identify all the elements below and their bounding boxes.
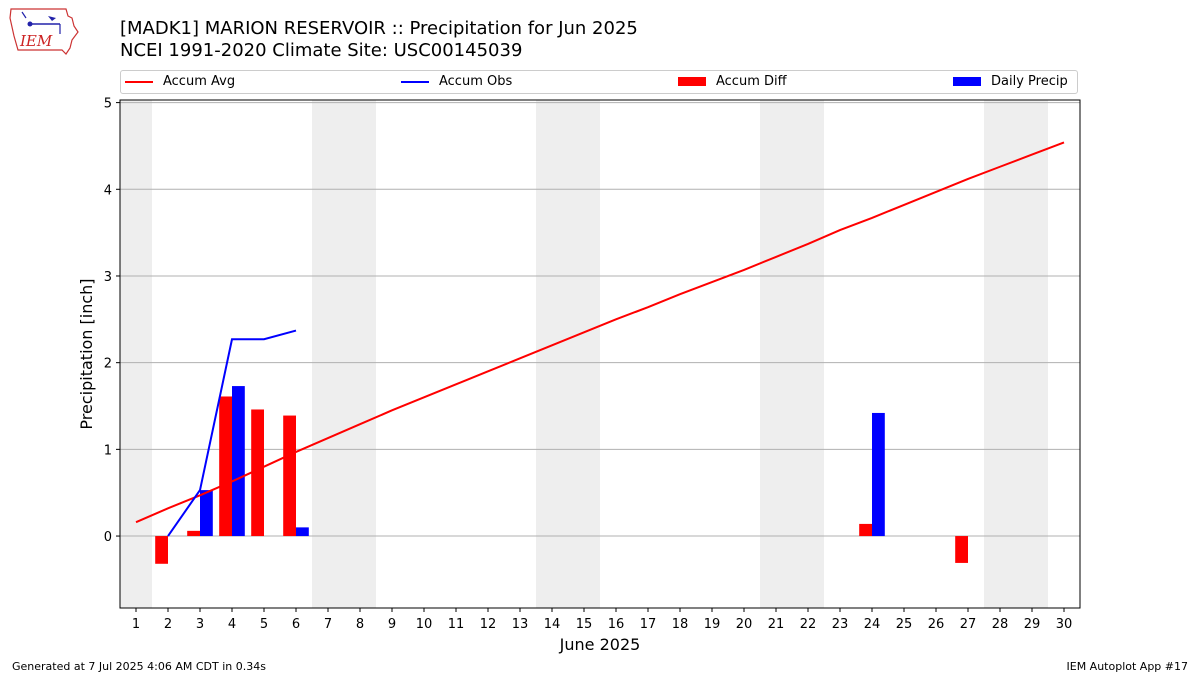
iem-logo: IEM xyxy=(8,6,80,62)
x-tick-label: 30 xyxy=(1056,617,1073,632)
legend-line-swatch xyxy=(401,80,429,83)
x-tick-label: 3 xyxy=(196,617,204,632)
accum-diff-bar xyxy=(219,396,232,537)
x-tick-label: 22 xyxy=(800,617,817,632)
y-axis-label: Precipitation [inch] xyxy=(77,278,96,429)
weekend-shade xyxy=(120,100,152,608)
legend-label: Daily Precip xyxy=(991,74,1068,89)
daily-precip-bar xyxy=(232,386,245,537)
accum-diff-bar xyxy=(283,415,296,537)
x-tick-label: 2 xyxy=(164,617,172,632)
x-tick-label: 16 xyxy=(608,617,625,632)
legend-item-accum-obs: Accum Obs xyxy=(401,74,512,89)
x-tick-label: 17 xyxy=(640,617,657,632)
legend-item-daily-precip: Daily Precip xyxy=(953,74,1068,89)
x-tick-label: 26 xyxy=(928,617,945,632)
y-tick-label: 5 xyxy=(104,97,112,112)
weekend-shade xyxy=(536,100,600,608)
accum-obs-line xyxy=(167,329,297,537)
daily-precip-bar xyxy=(296,527,309,537)
accum-diff-bar xyxy=(251,409,264,537)
legend-line-swatch xyxy=(125,80,153,83)
x-tick-label: 18 xyxy=(672,617,689,632)
x-tick-label: 13 xyxy=(512,617,529,632)
x-tick-label: 28 xyxy=(992,617,1009,632)
x-tick-label: 19 xyxy=(704,617,721,632)
x-tick-label: 29 xyxy=(1024,617,1041,632)
accum-diff-bar xyxy=(187,530,200,537)
chart-subtitle: NCEI 1991-2020 Climate Site: USC00145039 xyxy=(120,40,523,61)
x-tick-label: 7 xyxy=(324,617,332,632)
x-tick-label: 10 xyxy=(416,617,433,632)
weekend-shade xyxy=(312,100,376,608)
x-tick-label: 4 xyxy=(228,617,236,632)
legend-box-swatch xyxy=(953,77,981,86)
legend-item-accum-diff: Accum Diff xyxy=(678,74,787,89)
x-tick-label: 20 xyxy=(736,617,753,632)
x-tick-label: 27 xyxy=(960,617,977,632)
x-tick-label: 23 xyxy=(832,617,849,632)
iem-iowa-logo-icon: IEM xyxy=(9,8,79,55)
generated-timestamp: Generated at 7 Jul 2025 4:06 AM CDT in 0… xyxy=(12,660,266,673)
y-tick-label: 4 xyxy=(104,183,112,198)
y-tick-label: 0 xyxy=(104,530,112,545)
x-tick-label: 15 xyxy=(576,617,593,632)
accum-diff-bar xyxy=(955,536,968,563)
legend-box-swatch xyxy=(678,77,706,86)
chart-legend: Accum Avg Accum Obs Accum Diff Daily Pre… xyxy=(120,70,1078,94)
y-tick-label: 1 xyxy=(104,443,112,458)
daily-precip-bar xyxy=(200,490,213,537)
legend-label: Accum Diff xyxy=(716,74,787,89)
x-tick-label: 9 xyxy=(388,617,396,632)
x-tick-label: 24 xyxy=(864,617,881,632)
app-credit: IEM Autoplot App #17 xyxy=(1066,660,1189,673)
daily-precip-bar xyxy=(872,412,885,537)
weekend-shade xyxy=(760,100,824,608)
y-tick-label: 3 xyxy=(104,270,112,285)
x-tick-label: 12 xyxy=(480,617,497,632)
x-tick-label: 5 xyxy=(260,617,268,632)
x-tick-label: 1 xyxy=(132,617,140,632)
accum-diff-bar xyxy=(859,523,872,537)
accum-diff-bar xyxy=(155,536,168,564)
x-tick-label: 25 xyxy=(896,617,913,632)
x-axis-label: June 2025 xyxy=(559,635,641,654)
chart-title: [MADK1] MARION RESERVOIR :: Precipitatio… xyxy=(120,18,638,39)
y-tick-label: 2 xyxy=(104,357,112,372)
x-tick-label: 21 xyxy=(768,617,785,632)
legend-label: Accum Obs xyxy=(439,74,513,89)
weekend-shade xyxy=(984,100,1048,608)
x-tick-label: 11 xyxy=(448,617,465,632)
logo-text: IEM xyxy=(19,32,53,50)
x-tick-label: 14 xyxy=(544,617,561,632)
x-tick-label: 6 xyxy=(292,617,300,632)
legend-item-accum-avg: Accum Avg xyxy=(125,74,235,89)
legend-label: Accum Avg xyxy=(163,74,236,89)
accum-avg-line xyxy=(135,141,1065,524)
plot-frame xyxy=(119,99,1081,609)
x-tick-label: 8 xyxy=(356,617,364,632)
